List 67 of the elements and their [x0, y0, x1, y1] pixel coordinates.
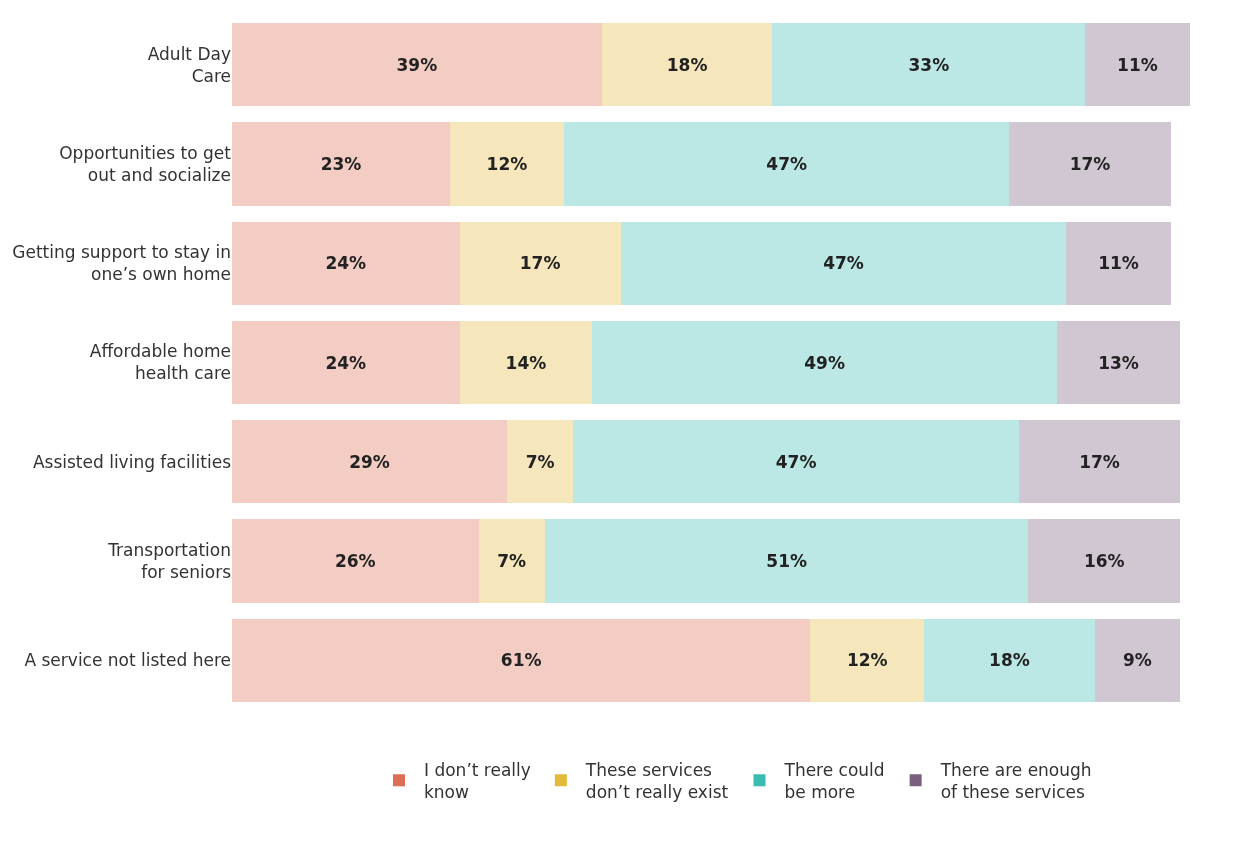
- y-tick-label: Opportunities to get out and socialize: [59, 142, 232, 185]
- data-label: 11%: [1098, 253, 1139, 274]
- bar: [620, 221, 1067, 305]
- data-label: 7%: [497, 551, 527, 572]
- data-label: 24%: [325, 352, 367, 373]
- bar: [1056, 320, 1181, 405]
- data-label: 9%: [1123, 650, 1152, 671]
- bar: [1085, 22, 1190, 107]
- bar: [232, 22, 602, 107]
- data-label: 12%: [486, 153, 528, 174]
- data-label: 61%: [500, 650, 542, 671]
- bar: [1028, 519, 1181, 603]
- data-label: 11%: [1117, 54, 1158, 75]
- bar: [544, 519, 1029, 603]
- data-label: 24%: [325, 253, 367, 274]
- bar: [232, 618, 811, 703]
- legend-label: There could be more: [783, 759, 885, 802]
- data-label: 23%: [320, 153, 362, 174]
- bar: [601, 22, 773, 107]
- data-label: 12%: [846, 650, 888, 671]
- bar: [592, 320, 1057, 405]
- bar: [232, 221, 460, 305]
- bar: [924, 618, 1095, 703]
- data-label: 18%: [666, 54, 708, 75]
- bar: [810, 618, 925, 703]
- bar: [573, 420, 1019, 504]
- bar: [232, 420, 507, 504]
- data-label: 17%: [1069, 153, 1111, 174]
- data-label: 29%: [349, 451, 390, 472]
- y-tick-label: Affordable home health care: [89, 341, 231, 384]
- data-label: 7%: [525, 451, 555, 472]
- legend-label: I don’t really know: [424, 759, 531, 802]
- data-label: 17%: [1079, 451, 1120, 472]
- bar: [506, 420, 574, 504]
- data-label: 17%: [519, 253, 561, 274]
- bar: [478, 519, 545, 603]
- bar: [459, 221, 621, 305]
- data-label: 47%: [766, 153, 807, 174]
- data-label: 51%: [766, 551, 807, 572]
- data-label: 47%: [823, 253, 864, 274]
- bar: [232, 320, 460, 405]
- bar: [1018, 420, 1181, 504]
- bar: [1094, 618, 1181, 703]
- y-tick-label: Assisted living facilities: [32, 451, 232, 472]
- data-label: 39%: [396, 54, 438, 75]
- data-label: 47%: [775, 451, 817, 472]
- bar: [1066, 221, 1171, 305]
- data-label: 18%: [989, 650, 1030, 671]
- y-tick-label: A service not listed here: [24, 650, 231, 671]
- legend-label: There are enough of these services: [939, 759, 1092, 802]
- bar: [563, 122, 1010, 206]
- data-label: 16%: [1083, 551, 1125, 572]
- y-tick-label: Getting support to stay in one’s own home: [12, 242, 231, 285]
- bar: [772, 22, 1086, 107]
- bar: [450, 122, 564, 206]
- bar: [459, 320, 593, 405]
- y-tick-label: Adult Day Care: [147, 43, 231, 86]
- data-label: 13%: [1098, 352, 1139, 373]
- data-label: 14%: [505, 352, 547, 373]
- data-label: 26%: [334, 551, 376, 572]
- bar: [1009, 122, 1171, 206]
- data-label: 33%: [908, 54, 950, 75]
- bar: [232, 519, 479, 603]
- legend-label: These services don’t really exist: [584, 759, 729, 802]
- bar: [232, 122, 451, 206]
- y-tick-label: Transportation for seniors: [107, 539, 232, 583]
- data-label: 49%: [804, 352, 845, 373]
